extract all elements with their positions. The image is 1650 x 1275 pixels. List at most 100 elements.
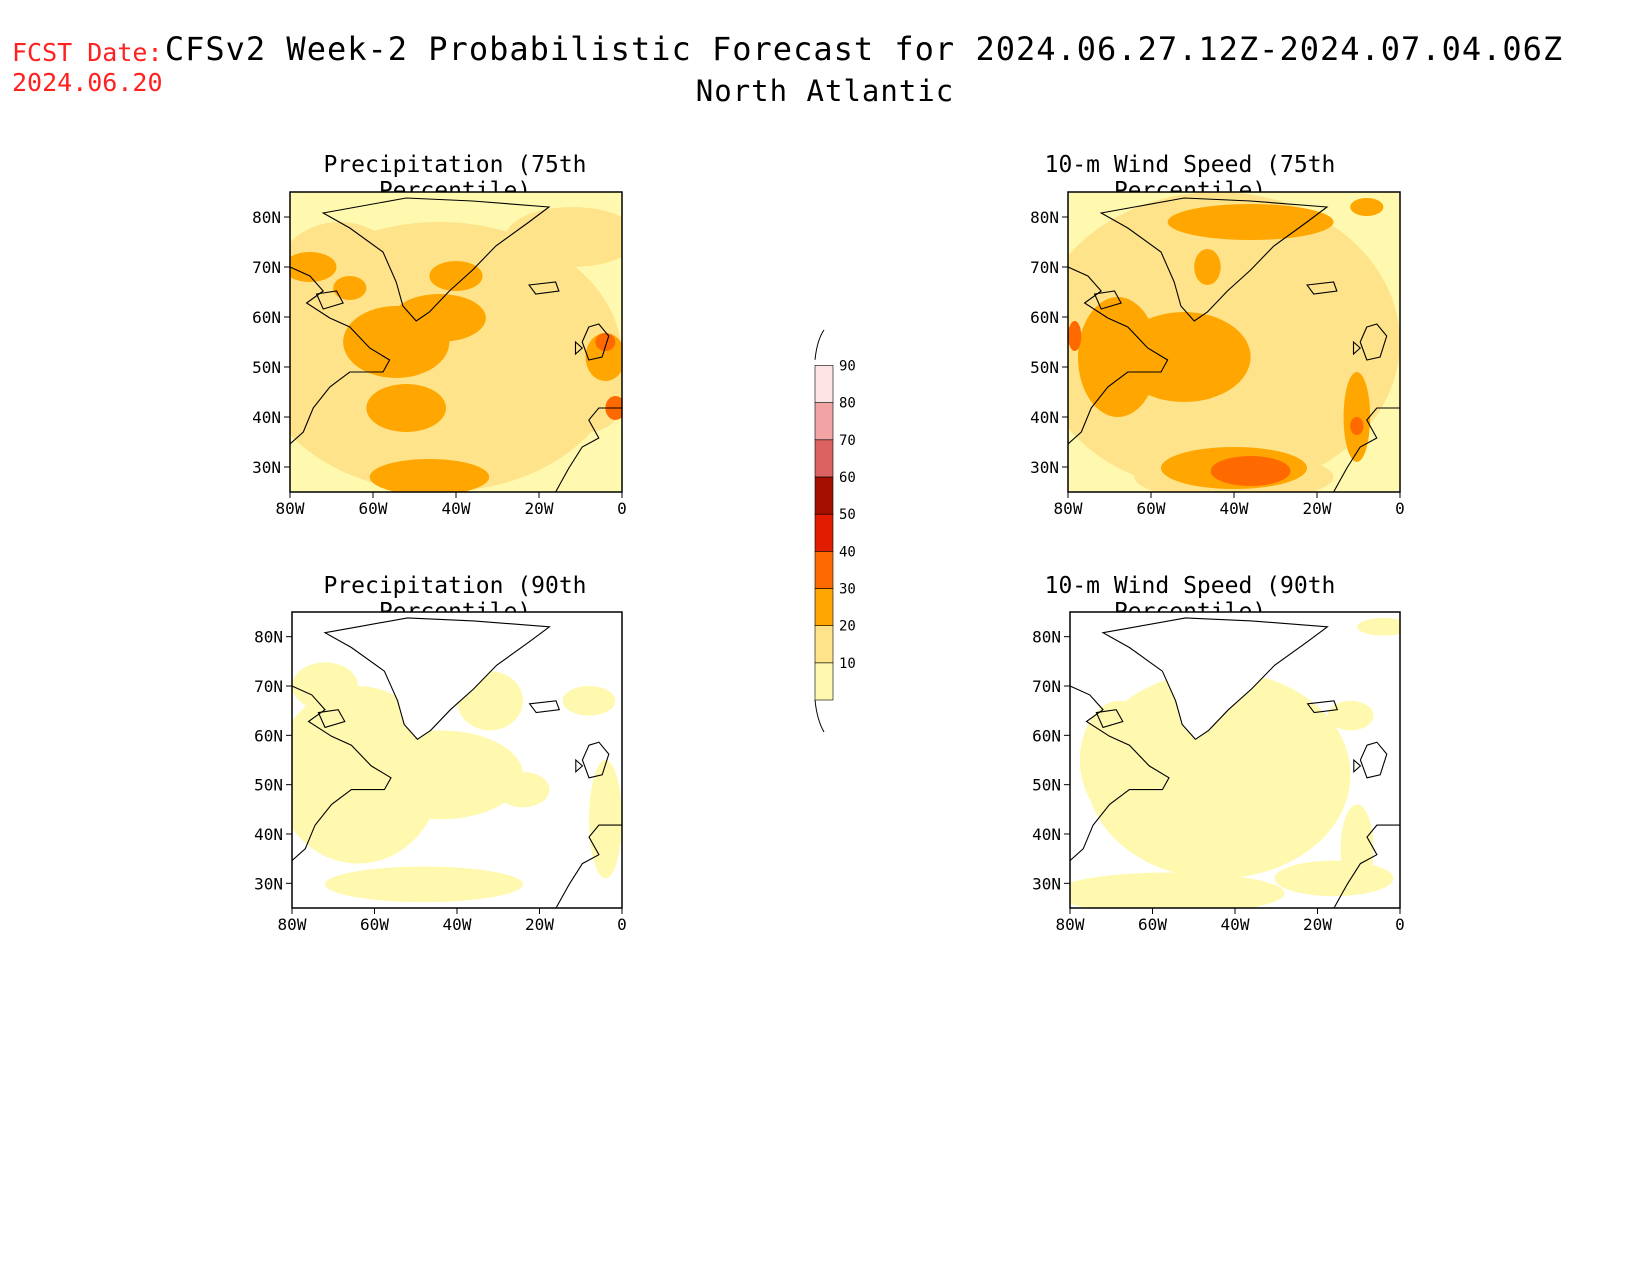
- colorbar-bottom-cap: [814, 699, 825, 733]
- probability-contour: [366, 384, 447, 432]
- coastline: [1306, 700, 1339, 714]
- lat-tick-label: 60N: [254, 726, 283, 745]
- map-title: CFSv2 Week-2 Probabilistic Forecast for …: [0, 30, 1650, 108]
- probability-contour: [1077, 297, 1158, 417]
- coastline: [1333, 407, 1400, 492]
- coastline: [581, 741, 610, 779]
- coastline: [1333, 824, 1400, 908]
- lat-tick-label: 40N: [254, 825, 283, 844]
- lat-tick-label: 30N: [254, 874, 283, 893]
- colorbar-top-cap: [814, 329, 825, 360]
- colorbar-label: 20: [839, 619, 856, 635]
- lon-tick-label: 40W: [1220, 499, 1249, 518]
- coastline: [1101, 617, 1329, 741]
- lat-tick-label: 70N: [1030, 258, 1059, 277]
- lon-tick-label: 60W: [360, 915, 389, 934]
- lon-tick-label: 40W: [443, 915, 472, 934]
- lon-tick-label: 20W: [1303, 915, 1332, 934]
- colorbar-swatch: [814, 439, 834, 478]
- coastline: [1099, 197, 1329, 322]
- lon-tick-label: 20W: [525, 915, 554, 934]
- coastline: [1359, 741, 1388, 779]
- region-subtitle: North Atlantic: [695, 74, 955, 108]
- coastline: [317, 709, 346, 729]
- coastline: [1095, 709, 1124, 729]
- lon-tick-label: 80W: [278, 915, 307, 934]
- probability-contour: [1274, 860, 1394, 897]
- probability-contour: [1210, 456, 1291, 486]
- lon-tick-label: 60W: [1138, 915, 1167, 934]
- colorbar-swatch: [814, 365, 834, 403]
- lat-tick-label: 40N: [1030, 408, 1059, 427]
- probability-fill: [290, 192, 622, 492]
- lat-tick-label: 80N: [1032, 628, 1061, 647]
- probability-contour: [589, 760, 622, 879]
- coastline: [528, 700, 561, 714]
- main-title: CFSv2 Week-2 Probabilistic Forecast for …: [164, 30, 1564, 68]
- coastline: [1359, 323, 1388, 361]
- lon-tick-label: 60W: [359, 499, 388, 518]
- lat-tick-label: 30N: [1032, 874, 1061, 893]
- probability-contour: [1357, 617, 1400, 636]
- colorbar-label: 90: [839, 358, 856, 374]
- lat-tick-label: 80N: [1030, 208, 1059, 227]
- probability-contour: [562, 686, 616, 716]
- coastline: [323, 617, 551, 741]
- coastline: [1353, 758, 1362, 774]
- lon-tick-label: 0: [617, 499, 627, 518]
- coastline: [555, 824, 622, 908]
- coastline: [575, 758, 584, 774]
- coastlines: [1070, 617, 1400, 908]
- colorbar-swatch: [814, 551, 834, 589]
- lon-tick-label: 0: [617, 915, 627, 934]
- lon-tick-label: 60W: [1137, 499, 1166, 518]
- probability-contour: [429, 261, 483, 291]
- colorbar-label: 80: [839, 396, 856, 412]
- fcst-date-value: 2024.06.20: [12, 68, 163, 97]
- probability-contour: [325, 866, 523, 903]
- lat-tick-label: 60N: [1030, 308, 1059, 327]
- lon-tick-label: 80W: [276, 499, 305, 518]
- coastline: [321, 197, 551, 322]
- lon-tick-label: 0: [1395, 499, 1405, 518]
- colorbar-swatch: [814, 662, 834, 701]
- map-wind75: 80N 70N 60N 50N 40N 30N 80W 60W 40W 20W 0: [1030, 191, 1405, 518]
- probability-contour: [496, 771, 550, 808]
- lon-tick-label: 80W: [1056, 915, 1085, 934]
- coastline: [527, 281, 560, 295]
- map-precip75: 80N 70N 60N 50N 40N 30N 80W 60W 40W 20W 0: [252, 191, 627, 518]
- lat-tick-label: 40N: [252, 408, 281, 427]
- probability-contour: [369, 459, 490, 492]
- lon-tick-label: 40W: [1221, 915, 1250, 934]
- lat-tick-label: 50N: [1032, 776, 1061, 795]
- colorbar-label: 70: [839, 433, 856, 449]
- lat-tick-label: 80N: [252, 208, 281, 227]
- probability-contour: [595, 333, 616, 351]
- probability-contour: [290, 252, 337, 282]
- probability-fill: [1070, 617, 1400, 908]
- lon-tick-label: 20W: [525, 499, 554, 518]
- probability-contour: [1350, 417, 1364, 435]
- lon-tick-label: 20W: [1303, 499, 1332, 518]
- lat-tick-label: 70N: [1032, 677, 1061, 696]
- probability-contour: [1194, 249, 1221, 285]
- probability-contour: [358, 730, 523, 820]
- coastline: [581, 323, 610, 361]
- probability-contour: [333, 276, 367, 300]
- coastline: [1305, 281, 1338, 295]
- greenland-land: [325, 617, 550, 740]
- colorbar-label: 40: [839, 544, 856, 560]
- coastline: [1352, 340, 1362, 356]
- forecast-date-label: FCST Date: 2024.06.20: [12, 38, 163, 98]
- lat-tick-label: 70N: [252, 258, 281, 277]
- coastlines: [292, 617, 622, 908]
- coastline: [315, 290, 344, 310]
- lat-tick-label: 30N: [252, 458, 281, 477]
- colorbar-swatch: [814, 476, 834, 515]
- lat-tick-label: 40N: [1032, 825, 1061, 844]
- lat-tick-label: 50N: [254, 776, 283, 795]
- coastline: [555, 407, 622, 492]
- probability-contour: [1350, 198, 1384, 216]
- colorbar-swatch: [814, 588, 834, 626]
